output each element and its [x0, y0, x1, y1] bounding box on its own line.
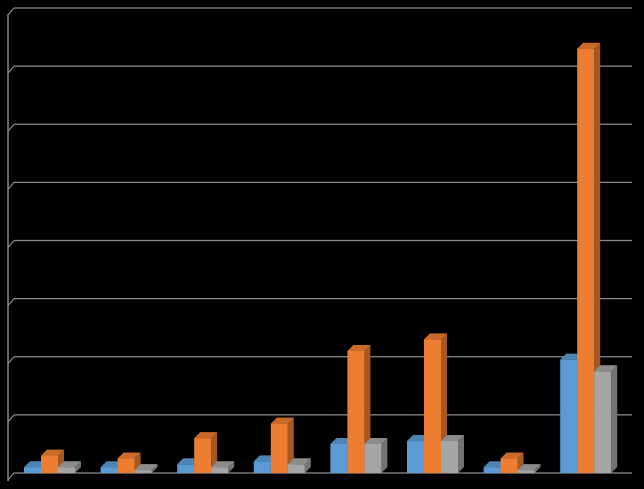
bar — [424, 339, 441, 473]
bar-side — [304, 458, 311, 473]
bar — [117, 458, 135, 473]
bar — [347, 350, 365, 473]
bar-top — [270, 417, 294, 424]
bar-top — [594, 365, 618, 372]
bar — [287, 464, 305, 473]
bar-top — [424, 333, 447, 340]
grid-line-wall — [7, 181, 15, 190]
bar — [24, 467, 41, 473]
bar — [441, 441, 458, 473]
bar — [211, 467, 229, 473]
grid-line-wall — [7, 65, 15, 74]
bar — [100, 467, 118, 473]
bar-top — [134, 464, 158, 471]
bar-top — [41, 449, 64, 456]
bar — [330, 443, 348, 473]
bar — [270, 423, 288, 473]
bar-top — [500, 452, 524, 459]
bar-top — [211, 461, 235, 468]
bar-side — [381, 437, 388, 473]
bar — [177, 464, 195, 473]
bar-top — [58, 461, 81, 468]
bar-side — [75, 461, 81, 473]
grid-line-wall — [7, 123, 15, 132]
bar — [500, 458, 518, 473]
bar — [253, 461, 271, 473]
bar — [364, 443, 382, 473]
grid-line-wall — [7, 240, 15, 248]
bar-side — [458, 435, 464, 473]
bar-side — [228, 461, 235, 473]
bar-side — [534, 464, 541, 473]
bar — [517, 470, 535, 473]
bar — [483, 467, 501, 473]
bar-top — [577, 42, 601, 49]
bar-side — [611, 365, 618, 473]
bar — [407, 441, 424, 473]
grid-line-wall — [7, 7, 15, 16]
bar — [194, 438, 212, 473]
bar — [560, 359, 578, 473]
bar-top — [441, 435, 464, 442]
bar — [577, 48, 595, 473]
bar-top — [364, 437, 388, 444]
grid-line-wall — [7, 414, 15, 423]
grid-line-wall — [7, 356, 15, 365]
grid-line-wall — [7, 472, 15, 481]
bar — [134, 470, 152, 473]
bar-top — [347, 344, 371, 351]
bar — [594, 371, 612, 473]
bar-side — [151, 464, 158, 473]
bar-top — [287, 458, 311, 465]
bar-side — [287, 417, 294, 473]
bar-top — [117, 452, 141, 459]
grid-line-wall — [7, 298, 15, 307]
bar-side — [594, 42, 601, 473]
bar-top — [517, 464, 541, 471]
bar-top — [194, 432, 218, 439]
bar — [58, 467, 75, 473]
bar — [41, 455, 58, 473]
